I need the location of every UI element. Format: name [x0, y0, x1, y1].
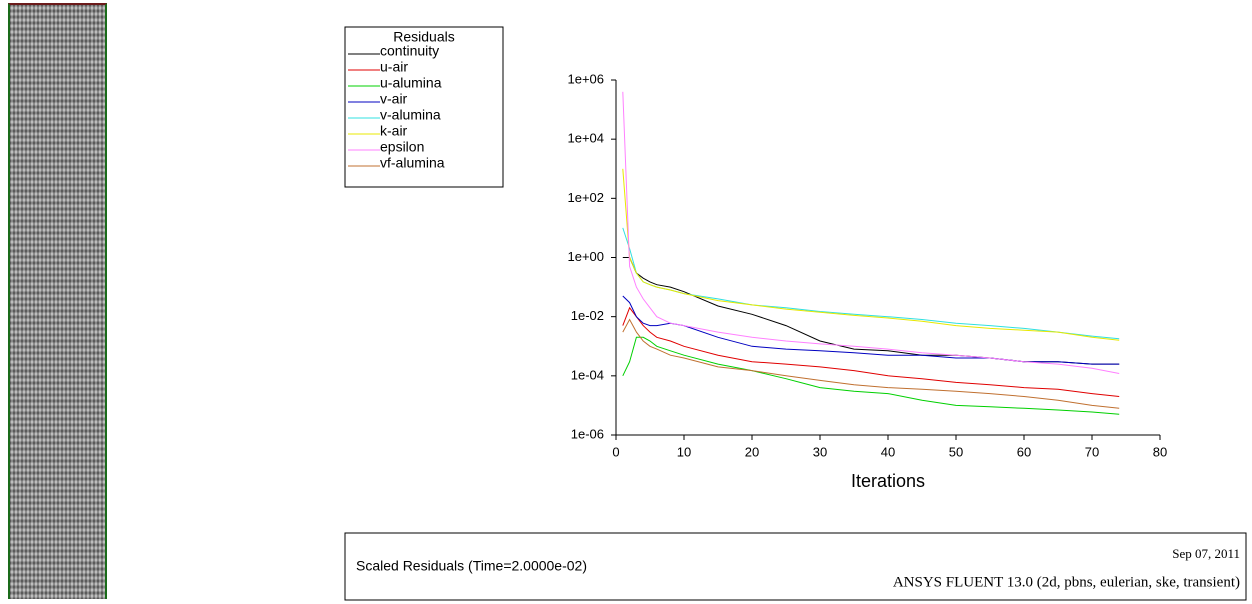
legend-label: v-alumina: [380, 107, 441, 123]
legend-label: v-air: [380, 91, 408, 107]
x-tick-label: 10: [677, 444, 691, 459]
legend-label: k-air: [380, 123, 408, 139]
footer-left: Scaled Residuals (Time=2.0000e-02): [356, 558, 587, 574]
footer-date: Sep 07, 2011: [1172, 546, 1240, 561]
y-tick-label: 1e-06: [571, 426, 604, 441]
y-tick-label: 1e-02: [571, 308, 604, 323]
x-tick-label: 50: [949, 444, 963, 459]
series-line: [623, 228, 1119, 339]
series-line: [623, 308, 1119, 397]
y-tick-label: 1e+00: [567, 249, 604, 264]
series-line: [623, 320, 1119, 409]
x-tick-label: 70: [1085, 444, 1099, 459]
x-tick-label: 60: [1017, 444, 1031, 459]
y-tick-label: 1e+04: [567, 131, 604, 146]
x-tick-label: 80: [1153, 444, 1167, 459]
x-tick-label: 0: [612, 444, 619, 459]
x-tick-label: 40: [881, 444, 895, 459]
y-tick-label: 1e+06: [567, 71, 604, 86]
y-tick-label: 1e+02: [567, 190, 604, 205]
series-line: [623, 296, 1119, 364]
legend-label: continuity: [380, 43, 439, 59]
footer-right: ANSYS FLUENT 13.0 (2d, pbns, eulerian, s…: [893, 574, 1240, 590]
y-tick-label: 1e-04: [571, 367, 604, 382]
x-tick-label: 20: [745, 444, 759, 459]
series-line: [623, 337, 1119, 414]
chart: Residuals Scaled Residuals (Time=2.0000e…: [0, 0, 1252, 604]
legend-label: epsilon: [380, 139, 424, 155]
page: {"chart_data": {"type": "line", "title":…: [0, 0, 1252, 604]
x-axis-label: Iterations: [851, 471, 925, 491]
legend-label: u-alumina: [380, 75, 442, 91]
legend-label: vf-alumina: [380, 155, 445, 171]
x-tick-label: 30: [813, 444, 827, 459]
series-line: [623, 169, 1119, 340]
legend-label: u-air: [380, 59, 408, 75]
